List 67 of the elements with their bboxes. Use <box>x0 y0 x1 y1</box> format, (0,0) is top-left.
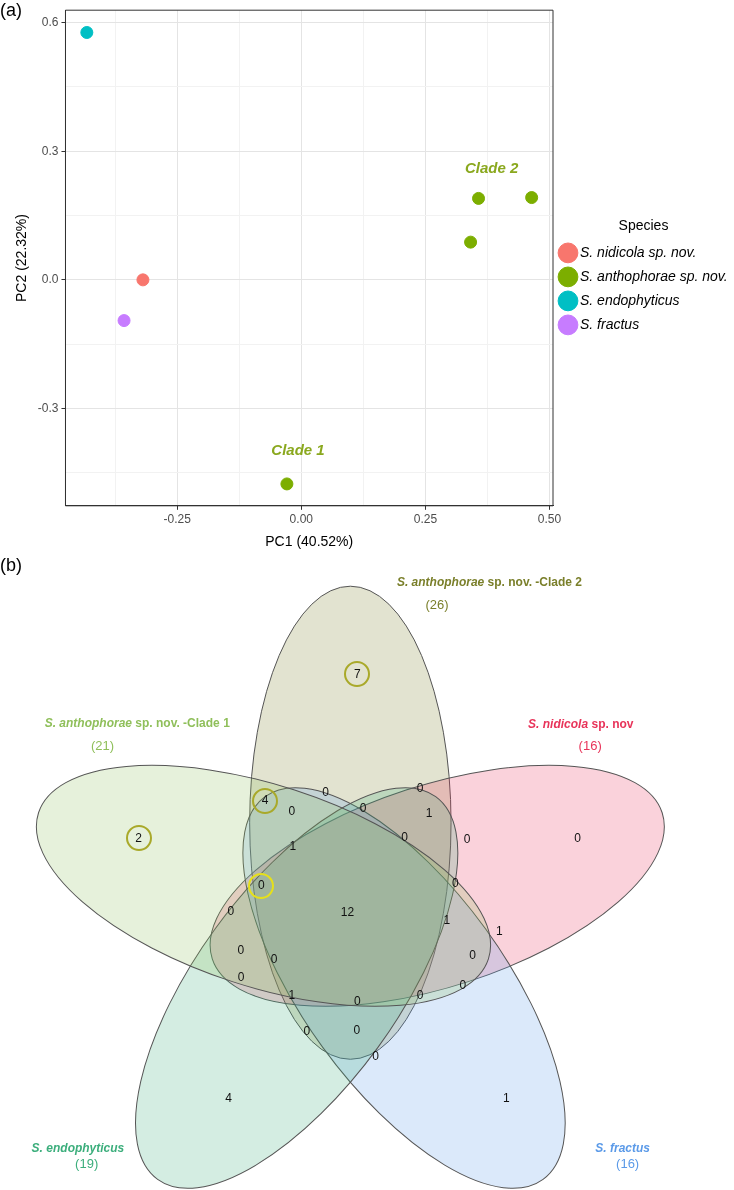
text: 0 <box>372 1049 380 1064</box>
category-label: S. endophyticus <box>31 1140 125 1155</box>
category-label: S. fractus <box>595 1140 651 1155</box>
category-label: S. anthophorae sp. nov. -Clade 2 <box>396 575 583 590</box>
point <box>525 191 539 205</box>
point <box>80 25 94 39</box>
text: (26) <box>425 596 449 612</box>
text: 0 <box>322 784 330 799</box>
category-label: S. anthophorae sp. nov. -Clade 1 <box>44 715 231 730</box>
y-tick-label: 0.6 <box>41 14 59 29</box>
text: 0 <box>469 948 477 963</box>
text: 0 <box>459 977 467 992</box>
point <box>472 191 486 205</box>
text: 0 <box>451 876 459 891</box>
text: 4 <box>225 1091 233 1106</box>
text: 0 <box>401 830 409 845</box>
text: 1 <box>289 839 297 854</box>
text: 12 <box>340 905 355 920</box>
text: 7 <box>354 666 362 681</box>
annotation: Clade 1 <box>271 441 325 459</box>
point <box>117 314 131 328</box>
point <box>136 273 150 287</box>
text: 0 <box>237 942 245 957</box>
annotation: Clade 2 <box>464 158 519 176</box>
x-tick-label: 0.50 <box>537 512 562 527</box>
text: 1 <box>288 988 296 1003</box>
text: (19) <box>75 1156 99 1172</box>
text: 0 <box>353 1023 361 1038</box>
legend-label: S. fractus <box>580 315 640 332</box>
point <box>280 477 294 491</box>
text: 0 <box>227 904 235 919</box>
x-tick-label: 0.00 <box>289 512 314 527</box>
text: 1 <box>502 1091 510 1106</box>
text: 0 <box>416 781 424 796</box>
y-tick-label: -0.3 <box>37 400 59 415</box>
text: 0 <box>354 994 362 1009</box>
y-tick-label: 0.3 <box>41 143 59 158</box>
text: 1 <box>443 913 451 928</box>
text: 4 <box>261 793 269 808</box>
text: 0 <box>303 1023 311 1038</box>
text: (a) <box>0 0 22 20</box>
legend-label: S. endophyticus <box>580 291 680 308</box>
text: 0 <box>574 831 582 846</box>
text: 1 <box>495 924 503 939</box>
x-axis-title: PC1 (40.52%) <box>265 533 354 550</box>
category-label: S. nidicola sp. nov <box>528 717 634 732</box>
text: 1 <box>425 806 433 821</box>
text: 0 <box>463 831 471 846</box>
text: 0 <box>237 970 245 985</box>
text: 0 <box>258 878 266 893</box>
text: (16) <box>578 737 602 753</box>
legend-label: S. anthophorae sp. nov. <box>580 267 728 284</box>
text: 0 <box>359 801 367 815</box>
point <box>464 235 478 249</box>
legend-label: S. nidicola sp. nov. <box>580 243 697 260</box>
y-tick-label: 0.0 <box>41 272 59 287</box>
legend-title: Species <box>618 216 669 233</box>
text: 0 <box>416 988 424 1003</box>
x-tick-label: -0.25 <box>163 512 192 527</box>
x-tick-label: 0.25 <box>413 512 438 527</box>
text: 0 <box>270 952 278 967</box>
y-axis-title: PC2 (22.32%) <box>13 214 30 302</box>
text: (16) <box>616 1156 640 1172</box>
text: (21) <box>91 737 115 753</box>
text: 2 <box>135 830 143 845</box>
text: (b) <box>0 554 22 575</box>
text: 0 <box>288 804 296 819</box>
